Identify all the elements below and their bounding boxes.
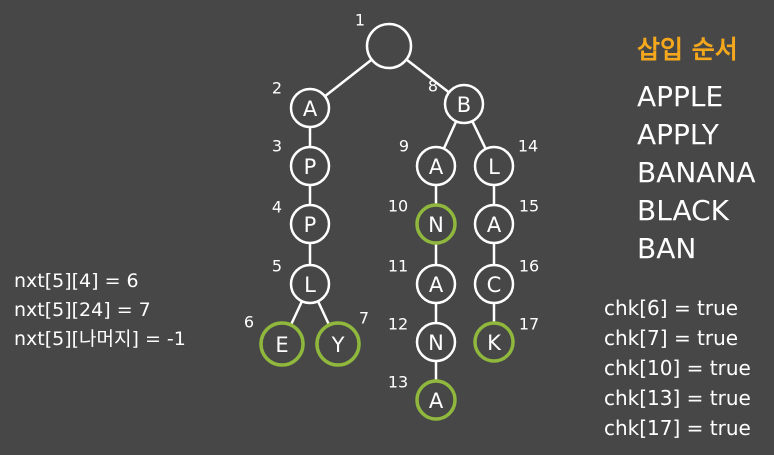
trie-node: A 11 xyxy=(388,257,457,305)
trie-node: P4 xyxy=(272,198,331,245)
word-item: BAN xyxy=(637,232,697,265)
node-circle xyxy=(289,263,331,305)
node-index-label: 16 xyxy=(519,257,539,276)
trie-node: B8 xyxy=(428,77,485,125)
trie-edge xyxy=(442,120,458,150)
node-circle xyxy=(443,83,485,125)
node-circle xyxy=(365,22,413,70)
nxt-line: nxt[5][4] = 6 xyxy=(14,270,139,292)
node-index-label: 3 xyxy=(272,137,282,156)
node-index-label: 9 xyxy=(399,137,409,156)
node-circle xyxy=(289,203,331,245)
node-circle xyxy=(289,87,331,129)
node-index-label: 7 xyxy=(359,309,369,328)
node-circle xyxy=(473,263,515,305)
node-circle xyxy=(415,145,457,187)
node-letter: N xyxy=(428,213,444,237)
node-letter: C xyxy=(487,273,502,297)
node-letter: L xyxy=(304,273,316,297)
trie-nodes: 1A2P3P4L5E6Y7B8A9N10A11N12A13L14A15C16K1… xyxy=(244,11,539,421)
trie-edge xyxy=(289,300,304,326)
terminal-node-circle xyxy=(415,203,457,245)
word-list: APPLE APPLY BANANA BLACK BAN xyxy=(637,78,756,268)
insertion-order-title: 삽입 순서 xyxy=(637,35,738,64)
node-index-label: 10 xyxy=(388,197,408,216)
node-letter: E xyxy=(275,333,288,357)
terminal-node-circle xyxy=(315,321,361,367)
word-item: APPLE xyxy=(637,80,724,113)
word-item: APPLY xyxy=(637,118,719,151)
node-circle xyxy=(415,263,457,305)
trie-node: P3 xyxy=(272,137,331,187)
trie-edges xyxy=(289,58,496,381)
node-circle xyxy=(415,321,457,363)
chk-line: chk[7] = true xyxy=(604,326,739,350)
terminal-node-circle xyxy=(473,321,515,363)
node-index-label: 2 xyxy=(272,79,282,98)
node-letter: A xyxy=(487,213,502,237)
node-letter: A xyxy=(303,97,318,121)
node-index-label: 12 xyxy=(388,315,408,334)
node-circle xyxy=(473,203,515,245)
chk-line: chk[17] = true xyxy=(604,416,751,440)
trie-node: A 15 xyxy=(473,197,539,245)
nxt-line: nxt[5][나머지] = -1 xyxy=(14,328,186,350)
node-index-label: 5 xyxy=(272,257,282,276)
node-letter: Y xyxy=(331,333,345,357)
trie-node: L5 xyxy=(272,257,331,305)
node-letter: A xyxy=(429,389,444,413)
node-letter: P xyxy=(304,155,317,179)
trie-edge xyxy=(316,300,331,326)
node-letter: N xyxy=(428,331,444,355)
node-index-label: 14 xyxy=(518,137,538,156)
trie-edge xyxy=(405,58,450,94)
trie-node: L 14 xyxy=(473,137,538,187)
node-index-label: 11 xyxy=(388,257,408,276)
node-index-label: 17 xyxy=(519,315,539,334)
trie-node: A2 xyxy=(272,79,331,129)
trie-node: A9 xyxy=(399,137,457,187)
trie-node: N 10 xyxy=(388,197,457,245)
trie-node: K 17 xyxy=(473,315,539,363)
node-letter: A xyxy=(429,155,444,179)
node-index-label: 4 xyxy=(272,198,282,217)
node-index-label: 15 xyxy=(519,197,539,216)
trie-node: A 13 xyxy=(388,373,457,421)
node-letter: B xyxy=(457,93,471,117)
nxt-array-notes: nxt[5][4] = 6 nxt[5][24] = 7 nxt[5][나머지]… xyxy=(14,267,186,354)
trie-node: 1 xyxy=(355,11,413,70)
trie-node: N 12 xyxy=(388,315,457,363)
terminal-node-circle xyxy=(415,379,457,421)
trie-node: C 16 xyxy=(473,257,539,305)
node-index-label: 6 xyxy=(244,313,254,332)
chk-array-notes: chk[6] = true chk[7] = true chk[10] = tr… xyxy=(604,293,751,443)
word-item: BLACK xyxy=(637,194,730,227)
word-item: BANANA xyxy=(637,156,756,189)
node-circle xyxy=(473,145,515,187)
chk-line: chk[10] = true xyxy=(604,356,751,380)
node-index-label: 13 xyxy=(388,373,408,392)
terminal-node-circle xyxy=(259,321,305,367)
node-index-label: 1 xyxy=(355,11,365,30)
nxt-line: nxt[5][24] = 7 xyxy=(14,299,151,321)
node-letter: P xyxy=(304,213,317,237)
node-letter: L xyxy=(488,155,500,179)
chk-line: chk[13] = true xyxy=(604,386,751,410)
trie-node: Y7 xyxy=(315,309,369,367)
chk-line: chk[6] = true xyxy=(604,296,739,320)
trie-node: E6 xyxy=(244,313,305,367)
node-letter: A xyxy=(429,273,444,297)
trie-edge xyxy=(471,120,487,150)
trie-edge xyxy=(324,58,373,98)
node-circle xyxy=(289,145,331,187)
node-letter: K xyxy=(487,331,502,355)
node-index-label: 8 xyxy=(428,77,438,96)
